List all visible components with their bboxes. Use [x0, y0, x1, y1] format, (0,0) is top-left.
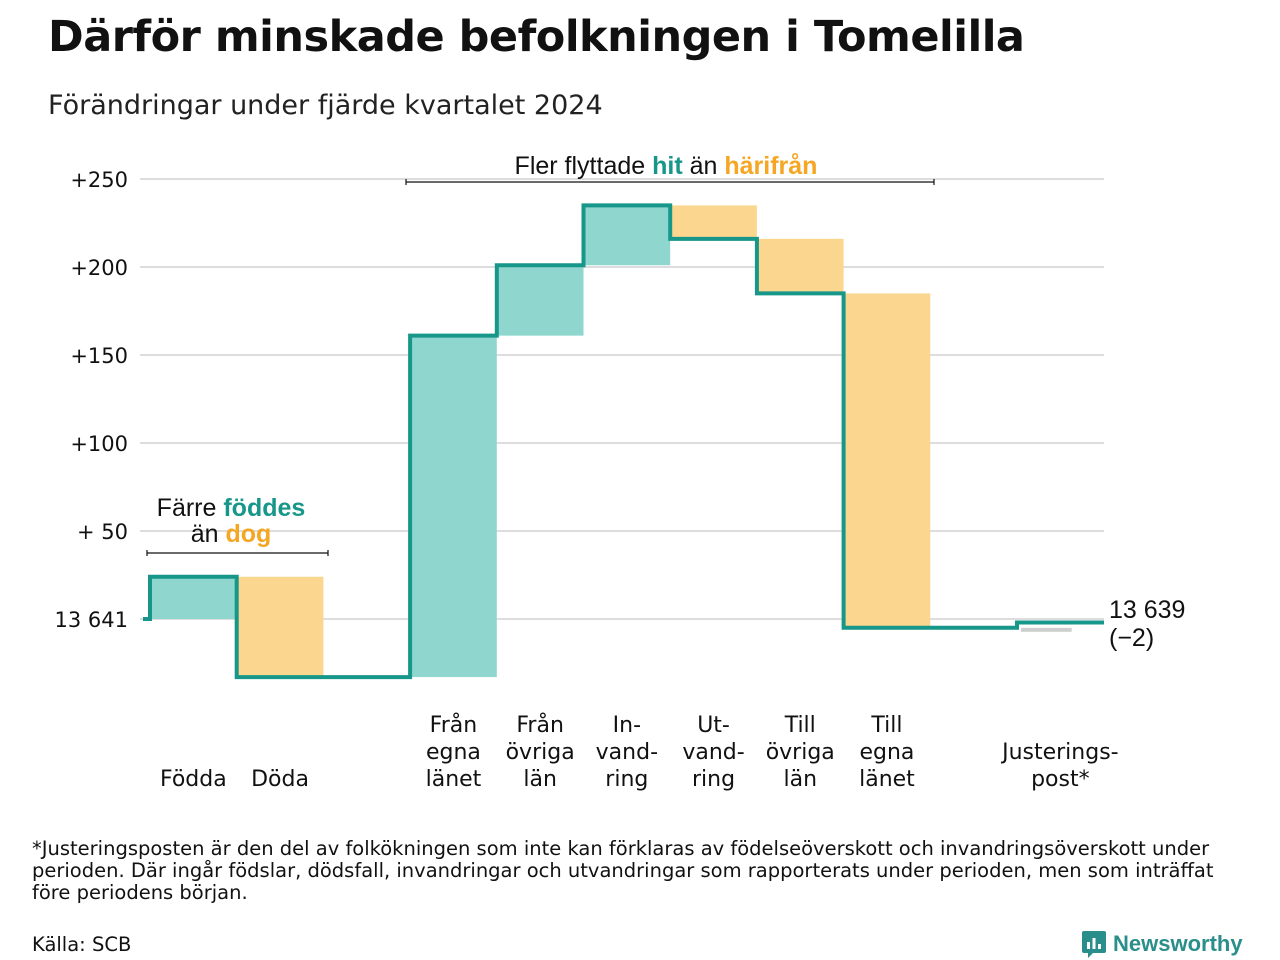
- end-label: 13 639(−2): [1109, 596, 1185, 652]
- x-axis-label: Från: [516, 712, 564, 738]
- chart-subtitle: Förändringar under fjärde kvartalet 2024: [48, 90, 603, 121]
- brand[interactable]: Newsworthy: [1081, 929, 1243, 959]
- x-axis-label: Döda: [251, 767, 309, 792]
- footnote: *Justeringsposten är den del av folkökni…: [32, 837, 1214, 904]
- bar: [670, 205, 757, 239]
- x-axis-label: ring: [692, 767, 735, 792]
- bar: [496, 265, 584, 336]
- chart-title: Därför minskade befolkningen i Tomelilla: [48, 12, 1025, 62]
- x-axis-label: län: [783, 767, 817, 792]
- end-value-label: 13 639: [1109, 596, 1185, 624]
- x-axis-label: länet: [426, 767, 482, 792]
- start-value-label: 13 641: [55, 608, 128, 632]
- bars: [150, 205, 1072, 678]
- newsworthy-logo-icon: [1082, 931, 1106, 958]
- bar: [756, 238, 844, 294]
- x-axis-label: In-: [613, 713, 641, 738]
- bar: [410, 335, 497, 678]
- bar: [236, 576, 324, 678]
- x-axis-label: vand-: [596, 740, 658, 765]
- x-axis-label: övriga: [766, 740, 835, 765]
- annotation-births-deaths: Färre föddes: [157, 494, 306, 522]
- bar: [583, 205, 671, 266]
- x-axis-label: egna: [426, 740, 481, 765]
- annotation-migration: Fler flyttade hit än härifrån: [515, 152, 818, 180]
- y-tick-label: +200: [70, 256, 128, 280]
- y-tick-label: +150: [70, 344, 128, 368]
- y-tick-label: +100: [70, 432, 128, 456]
- x-axis-label: län: [523, 767, 557, 792]
- bar: [1021, 627, 1072, 632]
- x-axis-label: Till: [870, 713, 902, 738]
- annotation-births-deaths: än dog: [191, 520, 272, 548]
- brand-name: Newsworthy: [1113, 931, 1243, 956]
- x-axis-label: övriga: [506, 740, 575, 765]
- x-axis-label: vand-: [682, 740, 744, 765]
- step-line: [143, 203, 1104, 680]
- y-tick-label: + 50: [77, 520, 128, 544]
- waterfall-chart: 13 641 + 50 +100 +150 +200 +250 Födda Döda Från…: [55, 152, 1186, 792]
- end-change-label: (−2): [1109, 624, 1154, 652]
- x-axis-label: post*: [1031, 767, 1090, 792]
- y-axis: 13 641 + 50 +100 +150 +200 +250: [55, 168, 128, 632]
- x-axis-label: egna: [859, 740, 914, 765]
- y-tick-label: +250: [70, 168, 128, 192]
- x-axis-label: Födda: [160, 767, 227, 792]
- x-axis-label: länet: [859, 767, 915, 792]
- step-line-path: [143, 203, 1104, 680]
- x-axis-label: Från: [430, 712, 478, 738]
- bar: [843, 293, 931, 628]
- x-axis-label: ring: [605, 767, 648, 792]
- x-axis-label: Justerings-: [1000, 740, 1119, 765]
- source-label: Källa: SCB: [32, 933, 132, 956]
- x-axis-labels: Födda DödaFrånegnalänetFrånövrigalänIn-va…: [160, 712, 1119, 792]
- x-axis-label: Ut-: [697, 713, 730, 738]
- x-axis-label: Till: [784, 713, 816, 738]
- bar: [150, 576, 237, 619]
